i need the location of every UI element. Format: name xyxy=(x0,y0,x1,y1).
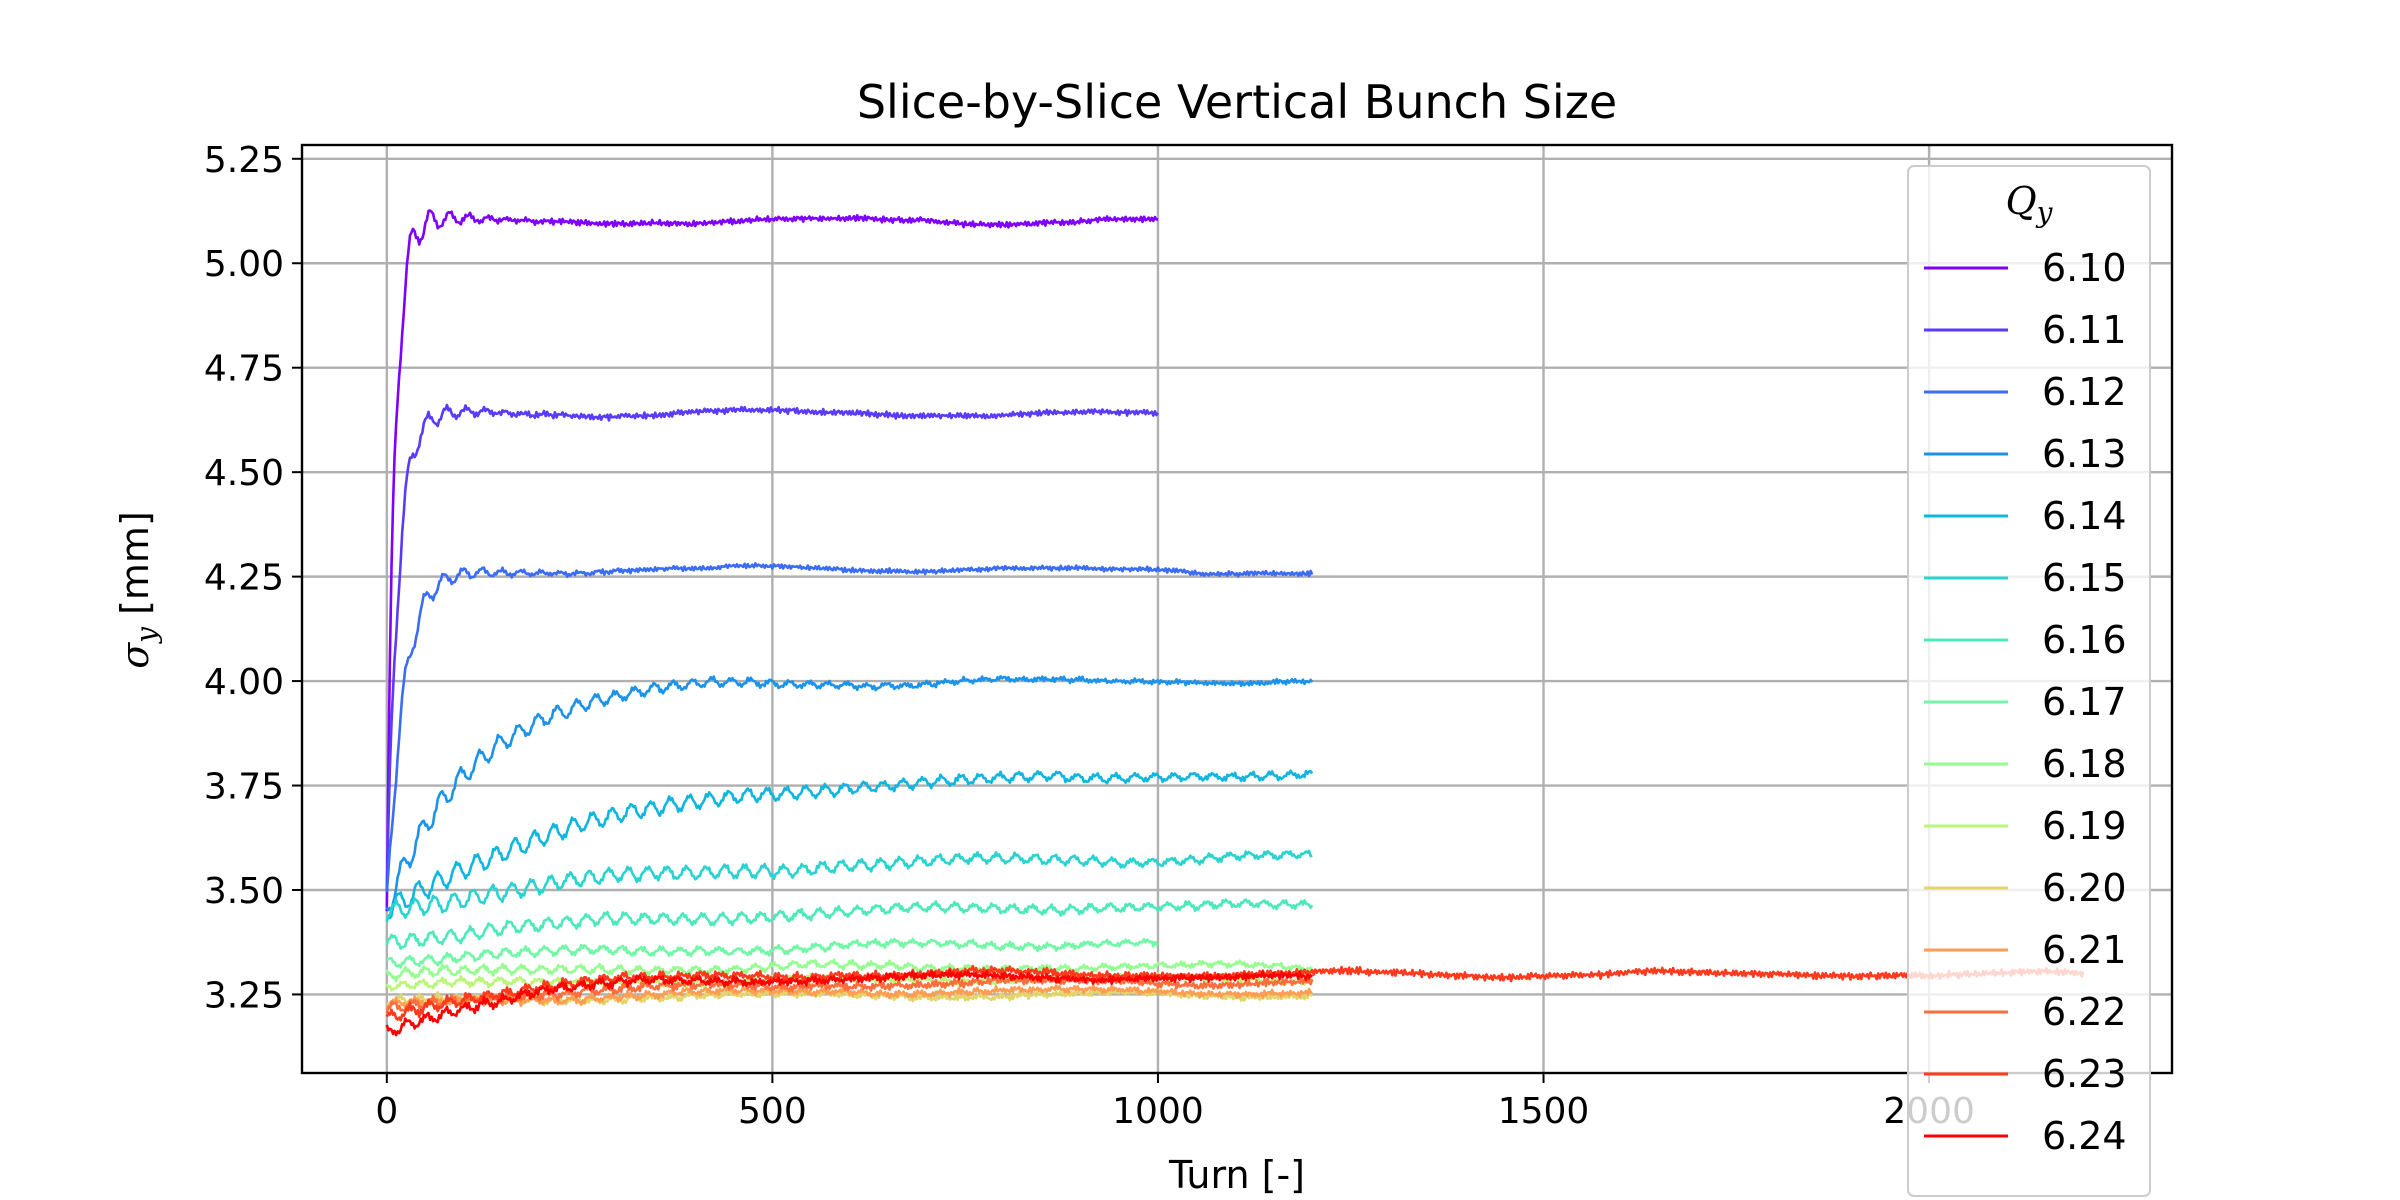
y-tick-label: 4.00 xyxy=(204,662,284,703)
legend-entry: 6.23 xyxy=(2042,1052,2127,1096)
chart-title: Slice-by-Slice Vertical Bunch Size xyxy=(857,75,1617,129)
series-line-6-24 xyxy=(385,969,1314,1037)
series-line-6-12 xyxy=(385,562,1314,893)
y-axis: 3.25 3.50 3.75 4.00 4.25 4.50 4.75 5.00 5.25 xyxy=(204,140,302,1016)
x-axis-label: Turn [-] xyxy=(1168,1153,1305,1197)
series-line-6-21 xyxy=(385,984,1313,1011)
legend-entry: 6.24 xyxy=(2042,1114,2127,1158)
y-tick-label: 5.25 xyxy=(204,140,284,181)
legend: Qy 6.10 6.11 6.12 6.13 6.14 6.15 6.16 6.17 6.18 6.… xyxy=(1907,165,2151,1197)
series-line-6-17 xyxy=(386,937,1159,969)
series-line-6-22 xyxy=(385,974,1314,1014)
y-tick-label: 3.50 xyxy=(204,871,284,912)
series-line-6-14 xyxy=(385,769,1314,921)
y-tick-label: 4.25 xyxy=(204,558,284,599)
y-tick-label: 4.75 xyxy=(204,349,284,390)
y-axis-label: σy [mm] xyxy=(113,511,163,669)
legend-entry: 6.18 xyxy=(2042,742,2127,786)
legend-entry: 6.10 xyxy=(2042,246,2127,290)
legend-title: Qy xyxy=(2006,179,2054,229)
legend-entry: 6.11 xyxy=(2042,308,2127,352)
legend-entry: 6.15 xyxy=(2042,556,2127,600)
series-line-6-15 xyxy=(385,849,1313,923)
legend-entry: 6.14 xyxy=(2042,494,2127,538)
series-line-6-18 xyxy=(385,958,1313,983)
y-tick-label: 3.25 xyxy=(204,975,284,1016)
x-tick-label: 500 xyxy=(738,1091,807,1132)
legend-entry: 6.20 xyxy=(2042,866,2127,910)
plot-frame xyxy=(300,143,2174,1075)
y-tick-label: 4.50 xyxy=(204,453,284,494)
legend-title-subscript: y xyxy=(2035,196,2054,229)
legend-entry: 6.19 xyxy=(2042,804,2127,848)
plot-area xyxy=(300,143,2174,1075)
series-line-6-13 xyxy=(385,675,1314,912)
legend-entry: 6.16 xyxy=(2042,618,2127,662)
legend-title-symbol: Q xyxy=(2006,179,2037,223)
x-tick-label: 0 xyxy=(375,1091,398,1132)
legend-entry: 6.13 xyxy=(2042,432,2127,476)
legend-entry: 6.17 xyxy=(2042,680,2127,724)
y-axis-label-symbol: σ xyxy=(113,642,157,669)
legend-entry: 6.21 xyxy=(2042,928,2127,972)
series-line-6-16 xyxy=(385,898,1314,950)
y-axis-label-subscript: y xyxy=(130,626,163,645)
x-tick-label: 1500 xyxy=(1498,1091,1590,1132)
series-lines xyxy=(385,209,2085,1037)
legend-entry: 6.12 xyxy=(2042,370,2127,414)
series-line-6-10 xyxy=(385,209,1159,912)
y-axis-label-unit: [mm] xyxy=(113,511,157,627)
y-tick-label: 5.00 xyxy=(204,244,284,285)
y-tick-label: 3.75 xyxy=(204,767,284,808)
x-tick-label: 1000 xyxy=(1112,1091,1204,1132)
legend-entry: 6.22 xyxy=(2042,990,2127,1034)
series-line-6-11 xyxy=(385,403,1160,890)
legend-box xyxy=(1907,165,2151,1197)
plot-background xyxy=(302,145,2172,1073)
